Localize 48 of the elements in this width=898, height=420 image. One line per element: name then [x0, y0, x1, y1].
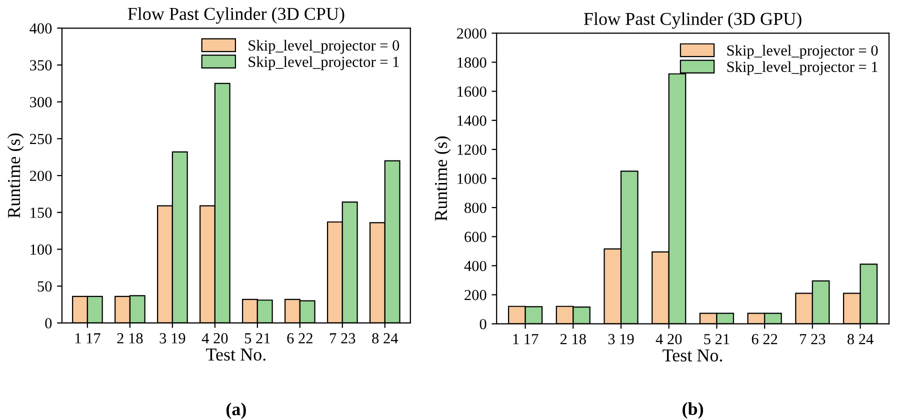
x-tick-label: 1 17 [513, 334, 538, 344]
chart-title: Flow Past Cylinder (3D CPU) [128, 7, 344, 24]
legend-label: Skip_level_projector = 1 [248, 56, 399, 70]
y-tick-label: 600 [464, 232, 486, 242]
y-tick-label: 350 [30, 60, 52, 70]
x-tick-label: 4 20 [202, 333, 228, 344]
y-tick-label: 400 [30, 23, 52, 34]
x-tick-label: 3 19 [160, 333, 186, 344]
x-tick-label: 5 21 [244, 333, 270, 344]
x-tick-label: 2 18 [560, 334, 586, 344]
x-tick-label: 7 23 [800, 334, 826, 344]
legend-label: Skip_level_projector = 0 [248, 40, 400, 54]
x-tick-label: 6 22 [287, 333, 312, 344]
legend-label: Skip_level_projector = 1 [727, 61, 878, 76]
y-tick-label: 150 [30, 208, 52, 218]
chart-title: Flow Past Cylinder (3D GPU) [584, 12, 802, 29]
x-tick-label: 1 17 [75, 333, 100, 344]
y-tick-label: 1000 [458, 174, 486, 184]
x-axis-title: Test No. [206, 348, 266, 361]
x-tick-label: 6 22 [752, 334, 778, 344]
text: (a) [226, 402, 246, 419]
text: (b) [682, 402, 704, 419]
y-tick-label: 50 [38, 281, 52, 292]
x-tick-label: 3 19 [608, 334, 634, 344]
y-axis-title: Runtime (s) [434, 136, 451, 221]
x-tick-label: 5 21 [704, 334, 730, 344]
y-tick-label: 1200 [458, 144, 486, 155]
y-tick-label: 400 [464, 260, 486, 272]
y-tick-label: 100 [30, 244, 52, 255]
y-tick-label: 1800 [458, 57, 486, 68]
y-axis-title: Runtime (s) [7, 133, 24, 218]
y-tick-label: 800 [464, 202, 486, 214]
legend-label: Skip_level_projector = 0 [727, 44, 878, 59]
y-tick-label: 1600 [458, 86, 486, 97]
y-tick-label: 0 [45, 318, 52, 328]
x-tick-label: 8 24 [372, 333, 398, 344]
x-tick-label: 4 20 [656, 334, 682, 344]
y-tick-label: 2000 [456, 28, 486, 39]
x-tick-label: 2 18 [117, 333, 143, 344]
x-tick-label: 7 23 [330, 333, 356, 344]
y-tick-label: 250 [30, 134, 52, 144]
y-tick-label: 1400 [458, 116, 486, 126]
y-tick-label: 0 [480, 318, 486, 330]
y-tick-label: 200 [30, 170, 52, 182]
y-tick-label: 300 [30, 96, 52, 108]
y-tick-label: 200 [464, 290, 486, 300]
x-axis-title: Test No. [662, 349, 722, 362]
x-tick-label: 8 24 [848, 334, 874, 344]
